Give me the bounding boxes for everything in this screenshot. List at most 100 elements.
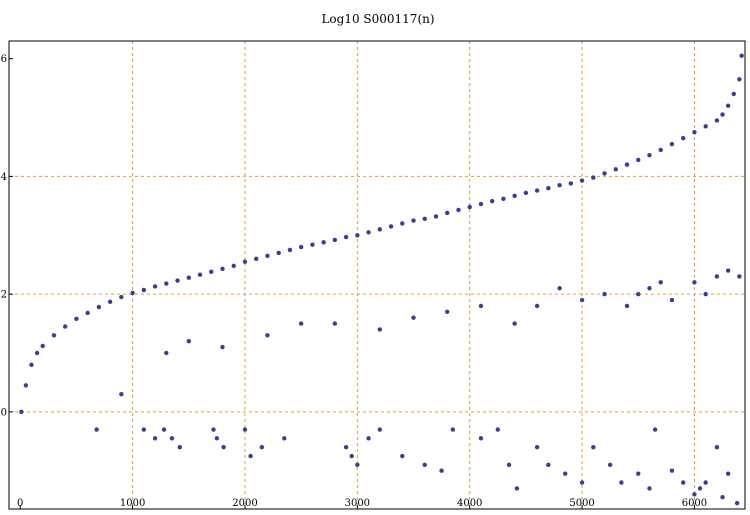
x-tick-label: 2000: [232, 498, 257, 509]
data-point: [40, 343, 45, 349]
data-point: [692, 130, 697, 135]
data-point: [400, 221, 405, 226]
data-point: [211, 427, 216, 432]
data-point: [647, 153, 652, 158]
data-point: [411, 315, 416, 320]
data-point: [579, 480, 585, 485]
data-point: [152, 436, 158, 441]
y-tick-label: 6: [1, 54, 7, 65]
data-point: [445, 210, 450, 216]
x-tick-label: 1000: [120, 498, 145, 509]
data-point: [489, 198, 495, 204]
data-point: [242, 427, 248, 432]
data-point: [287, 247, 293, 253]
data-point: [259, 444, 265, 450]
data-point: [624, 162, 630, 167]
data-point: [512, 193, 517, 199]
data-point: [523, 190, 529, 196]
data-point: [669, 297, 675, 303]
data-point: [579, 178, 585, 183]
data-point: [29, 362, 34, 367]
data-point: [534, 444, 540, 450]
data-point: [734, 500, 740, 506]
data-point: [19, 409, 24, 415]
data-point: [703, 480, 708, 485]
data-point: [737, 77, 742, 82]
data-point: [94, 427, 99, 432]
data-point: [546, 462, 551, 468]
data-point: [355, 233, 360, 238]
data-point: [366, 230, 371, 235]
data-point: [107, 299, 113, 304]
plot-frame: [8, 40, 746, 510]
data-point: [602, 171, 607, 176]
data-point: [568, 181, 574, 186]
data-point: [720, 112, 725, 117]
axis-ticks: 0 1000 2000 3000 4000 5000 6000 0 2 4 6: [1, 54, 707, 509]
chart-title: Log10 S000117(n): [321, 12, 434, 26]
data-point: [96, 304, 102, 310]
data-point: [591, 444, 596, 450]
data-point: [697, 486, 703, 491]
data-point: [141, 427, 147, 432]
data-point: [248, 453, 253, 459]
data-point: [377, 427, 383, 432]
data-point: [220, 266, 225, 272]
data-point: [703, 291, 708, 297]
data-point: [501, 196, 506, 201]
data-point: [265, 333, 270, 338]
y-tick-label: 2: [1, 290, 7, 301]
data-point: [439, 468, 444, 473]
data-point: [242, 259, 248, 264]
data-point: [298, 321, 304, 326]
data-point: [669, 141, 675, 147]
data-point: [51, 333, 57, 338]
data-point: [164, 350, 169, 356]
data-point: [467, 204, 472, 210]
data-point: [512, 321, 517, 326]
y-tick-label: 4: [1, 172, 7, 183]
data-point: [400, 453, 405, 459]
data-point: [186, 339, 191, 344]
data-point: [624, 303, 630, 309]
x-tick-label: 4000: [457, 498, 482, 509]
y-tick-label: 0: [1, 407, 7, 418]
data-point: [411, 218, 416, 223]
x-tick-label: 3000: [345, 498, 370, 509]
data-point: [221, 444, 226, 450]
data-point: [725, 268, 731, 273]
data-point: [636, 471, 641, 476]
data-point: [265, 253, 270, 259]
data-point: [161, 427, 167, 432]
data-point: [422, 216, 427, 221]
data-point: [739, 53, 744, 58]
data-point: [714, 274, 720, 279]
data-point: [478, 201, 484, 207]
data-point: [737, 274, 742, 279]
data-point: [602, 291, 607, 297]
data-point: [220, 344, 225, 350]
data-point: [422, 462, 427, 468]
data-points: [19, 53, 744, 506]
data-point: [388, 224, 394, 229]
data-point: [152, 284, 158, 289]
data-point: [591, 175, 596, 180]
data-point: [433, 214, 439, 219]
data-point: [658, 147, 663, 153]
data-point: [366, 436, 371, 441]
data-point: [175, 278, 180, 283]
data-point: [647, 286, 652, 291]
data-point: [731, 91, 736, 97]
x-tick-label: 0: [17, 498, 23, 509]
data-point: [546, 185, 551, 191]
data-point: [377, 327, 383, 332]
data-point: [119, 294, 124, 300]
data-point: [276, 250, 281, 256]
x-tick-label: 5000: [569, 498, 594, 509]
data-point: [478, 436, 484, 441]
data-point: [534, 188, 540, 193]
data-point: [332, 237, 338, 243]
data-point: [607, 462, 613, 468]
data-point: [557, 286, 562, 291]
